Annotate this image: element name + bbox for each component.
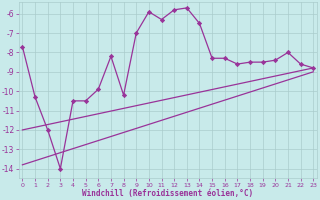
X-axis label: Windchill (Refroidissement éolien,°C): Windchill (Refroidissement éolien,°C): [82, 189, 253, 198]
